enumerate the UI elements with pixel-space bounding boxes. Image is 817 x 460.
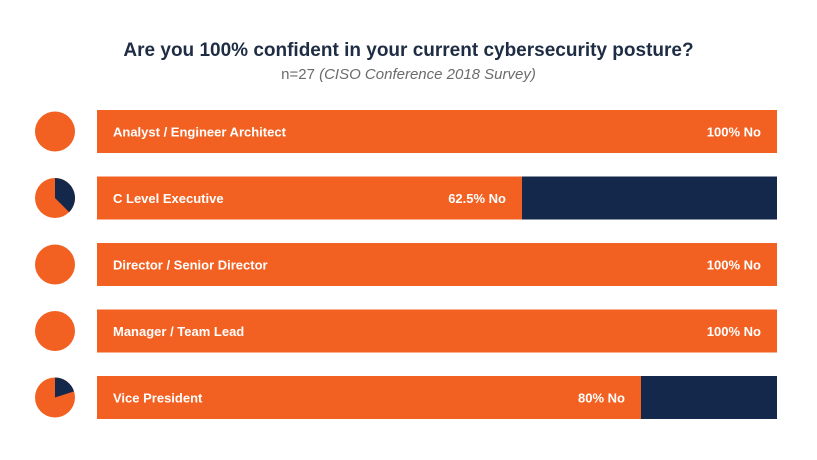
bar-no-0 [97,110,777,153]
pie-yes-4 [55,377,75,398]
category-label-1: C Level Executive [113,191,224,206]
pie-yes-1 [55,178,75,213]
value-label-3: 100% No [707,324,761,339]
bar-no-1 [97,176,522,220]
chart-title: Are you 100% confident in your current c… [123,40,694,61]
category-label-0: Analyst / Engineer Architect [113,125,287,140]
pie-no-2 [35,244,75,285]
bar-no-4 [97,376,641,419]
pie-no-3 [35,311,75,351]
value-label-1: 62.5% No [448,191,506,206]
sample-size: n=27 [281,66,315,83]
value-label-4: 80% No [578,391,625,406]
category-label-3: Manager / Team Lead [113,324,244,339]
category-label-2: Director / Senior Director [113,258,268,273]
pie-no-0 [35,111,75,152]
bar-no-3 [97,309,777,353]
bar-yes-4 [641,376,777,419]
chart-subtitle: n=27 (CISO Conference 2018 Survey) [0,66,817,83]
value-label-0: 100% No [707,125,761,140]
survey-source: (CISO Conference 2018 Survey) [319,66,536,83]
bar-yes-1 [522,176,777,220]
bar-no-2 [97,243,777,286]
category-label-4: Vice President [113,391,203,406]
value-label-2: 100% No [707,258,761,273]
